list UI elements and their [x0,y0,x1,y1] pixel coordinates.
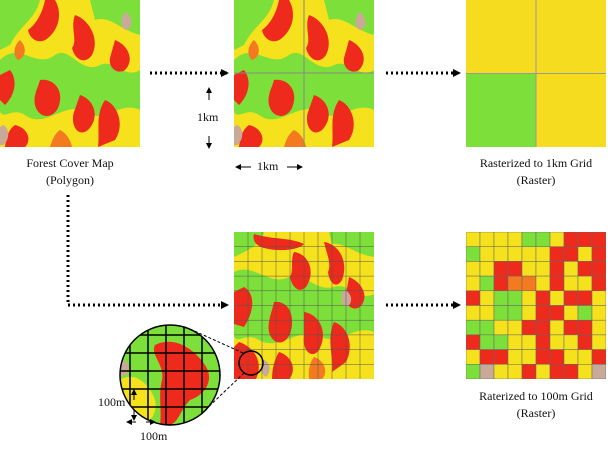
raster-1km-cell [536,0,606,74]
dim-1km-vertical-label: 1km [197,110,219,124]
dim-1km-horizontal-label: 1km [257,159,279,173]
raster-100m-cell [591,364,606,379]
magnifier-circle-icon [120,325,220,425]
raster-100m-caption: Raterized to 100m Grid (Raster) [456,388,608,422]
forest-map-title: Forest Cover Map [26,156,114,170]
forest-map-caption: Forest Cover Map (Polygon) [0,155,140,189]
raster-100m-grid [466,232,606,379]
dim-100m-vertical-label: 100m [98,395,126,409]
dim-100m-horizontal-label: 100m [140,429,168,443]
zoom-target-circle [238,350,264,376]
raster-1km-cell [466,0,536,74]
raster-100m-title: Raterized to 100m Grid [479,389,593,403]
arrow-polygon-to-100m-grid [66,195,229,309]
raster-1km-cell [466,73,536,147]
raster-100m-subtitle: (Raster) [516,406,556,420]
forest-cover-map-100m-grid [234,232,374,379]
forest-cover-map-1km-grid [234,0,374,147]
raster-1km-cell [536,73,606,147]
raster-1km-title: Rasterized to 1km Grid [479,156,593,170]
raster-1km-subtitle: (Raster) [516,173,556,187]
forest-cover-map [0,0,140,147]
raster-1km-grid [466,0,606,147]
forest-map-subtitle: (Polygon) [46,173,94,187]
raster-1km-caption: Rasterized to 1km Grid (Raster) [456,155,608,189]
